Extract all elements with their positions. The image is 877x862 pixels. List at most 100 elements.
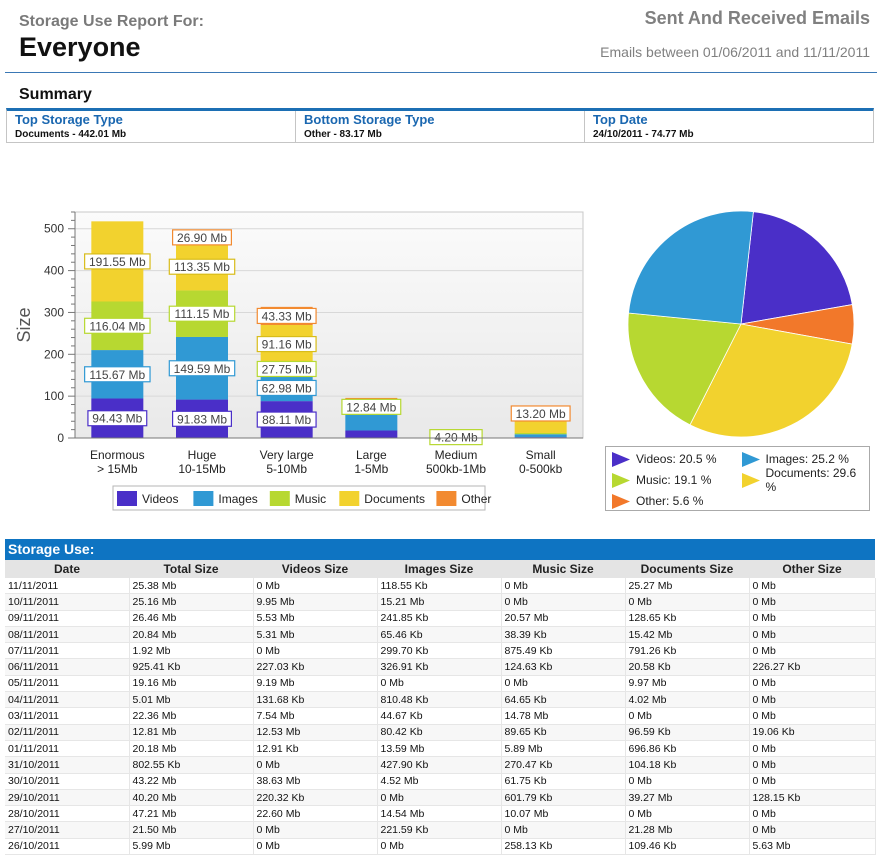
table-cell: 05/11/2011 — [5, 675, 130, 693]
summary-value: 24/10/2011 - 74.77 Mb — [593, 129, 694, 140]
x-tick-label: Small — [526, 448, 556, 462]
column-header[interactable]: Date — [5, 560, 129, 578]
summary-bottom-storage-type: Bottom Storage Type Other - 83.17 Mb — [296, 111, 585, 142]
pie-legend-item: Videos: 20.5 % — [610, 450, 736, 468]
pie-legend-item: Documents: 29.6 % — [740, 466, 866, 494]
table-cell: 0 Mb — [253, 838, 378, 856]
data-label-box — [429, 429, 483, 446]
bar-segment-other — [345, 397, 398, 400]
table-cell: 0 Mb — [501, 821, 626, 839]
table-cell: 43.22 Mb — [129, 773, 254, 790]
table-cell: 0 Mb — [749, 642, 876, 660]
pie-slice-documents — [689, 323, 853, 438]
pie-legend-label: Documents: 29.6 % — [765, 466, 857, 494]
x-tick-label: 1-5Mb — [354, 462, 388, 476]
table-cell: 9.95 Mb — [253, 593, 378, 611]
y-tick-label: 400 — [44, 264, 64, 278]
table-cell: 326.91 Kb — [377, 658, 502, 676]
table-cell: 44.67 Kb — [377, 707, 502, 725]
data-label-box — [168, 305, 236, 322]
storage-use-title: Storage Use: — [5, 539, 875, 560]
table-cell: 01/11/2011 — [5, 740, 130, 758]
column-header[interactable]: Documents Size — [625, 560, 749, 578]
summary-value: Other - 83.17 Mb — [304, 129, 382, 140]
table-row: 28/10/2011 47.21 Mb 22.60 Mb 14.54 Mb 10.07 … — [5, 805, 876, 823]
x-tick-label: 5-10Mb — [266, 462, 307, 476]
pie-legend-swatch-shape — [741, 451, 760, 467]
column-header[interactable]: Other Size — [749, 560, 875, 578]
data-label-box — [256, 411, 317, 428]
pie-legend-item: Other: 5.6 % — [610, 492, 736, 510]
table-cell: 9.19 Mb — [253, 675, 378, 693]
table-cell: 06/11/2011 — [5, 658, 130, 676]
table-cell: 427.90 Kb — [377, 756, 502, 774]
table-cell: 7.54 Mb — [253, 707, 378, 725]
data-label-box — [341, 398, 402, 415]
column-header[interactable]: Videos Size — [253, 560, 377, 578]
table-cell: 0 Mb — [501, 675, 626, 693]
table-cell: 601.79 Kb — [501, 789, 626, 807]
table-cell: 10/11/2011 — [5, 593, 130, 611]
table-cell: 64.65 Kb — [501, 691, 626, 709]
x-tick-label: > 15Mb — [97, 462, 138, 476]
table-cell: 20.84 Mb — [129, 626, 254, 644]
column-header[interactable]: Music Size — [501, 560, 625, 578]
table-cell: 61.75 Kb — [501, 773, 626, 790]
data-label: 116.04 Mb — [89, 319, 145, 333]
column-header[interactable]: Images Size — [377, 560, 501, 578]
table-cell: 12.91 Kb — [253, 740, 378, 758]
table-row: 01/11/2011 20.18 Mb 12.91 Kb 13.59 Mb 5.89 M… — [5, 740, 876, 758]
table-header-row: Date Total Size Videos Size Images Size Musi… — [5, 560, 875, 578]
table-cell: 270.47 Kb — [501, 756, 626, 774]
table-row: 08/11/2011 20.84 Mb 5.31 Mb 65.46 Kb 38.39 K… — [5, 626, 876, 644]
table-cell: 15.42 Mb — [625, 626, 750, 644]
column-header[interactable]: Total Size — [129, 560, 253, 578]
table-cell: 220.32 Kb — [253, 789, 378, 807]
data-label: 191.55 Mb — [89, 255, 146, 269]
pie-legend-label: Other: 5.6 % — [636, 494, 704, 508]
data-label-box — [256, 335, 317, 353]
y-tick-label: 200 — [44, 347, 64, 361]
table-row: 02/11/2011 12.81 Mb 12.53 Mb 80.42 Kb 89.65 … — [5, 724, 876, 741]
data-label-box — [256, 379, 317, 397]
summary-top-storage-type: Top Storage Type Documents - 442.01 Mb — [7, 111, 296, 142]
legend-label: Other — [461, 492, 491, 506]
table-cell: 0 Mb — [253, 821, 378, 839]
y-tick-label: 100 — [44, 389, 64, 403]
table-cell: 5.31 Mb — [253, 626, 378, 644]
table-cell: 226.27 Kb — [749, 658, 876, 676]
table-cell: 30/10/2011 — [5, 773, 130, 790]
table-cell: 22.60 Mb — [253, 805, 378, 823]
table-cell: 875.49 Kb — [501, 642, 626, 660]
summary-label: Bottom Storage Type — [304, 112, 435, 127]
table-cell: 38.63 Mb — [253, 773, 378, 790]
table-cell: 89.65 Kb — [501, 724, 626, 741]
pie-legend-item: Images: 25.2 % — [740, 450, 866, 468]
x-tick-label: 0-500kb — [519, 462, 563, 476]
y-tick-label: 0 — [57, 431, 64, 445]
table-cell: 0 Mb — [749, 691, 876, 709]
table-cell: 20.57 Mb — [501, 610, 626, 627]
table-cell: 0 Mb — [377, 675, 502, 693]
table-cell: 31/10/2011 — [5, 756, 130, 774]
legend-swatch-documents — [339, 491, 360, 506]
table-cell: 25.27 Mb — [625, 578, 750, 595]
table-cell: 14.54 Mb — [377, 805, 502, 823]
table-cell: 26.46 Mb — [129, 610, 254, 627]
table-cell: 19.06 Kb — [749, 724, 876, 741]
table-cell: 299.70 Kb — [377, 642, 502, 660]
table-cell: 5.01 Mb — [129, 691, 254, 709]
table-cell: 08/11/2011 — [5, 626, 130, 644]
table-cell: 258.13 Kb — [501, 838, 626, 856]
report-date-range: Emails between 01/06/2011 and 11/11/2011 — [600, 44, 870, 60]
table-cell: 04/11/2011 — [5, 691, 130, 709]
table-cell: 118.55 Kb — [377, 578, 502, 595]
data-label: 149.59 Mb — [174, 362, 231, 376]
table-row: 31/10/2011 802.55 Kb 0 Mb 427.90 Kb 270.47 K… — [5, 756, 876, 774]
data-label: 62.98 Mb — [262, 381, 312, 395]
table-row: 11/11/2011 25.38 Mb 0 Mb 118.55 Kb 0 Mb 25.27… — [5, 578, 876, 595]
data-label-box — [172, 410, 233, 427]
table-cell: 0 Mb — [749, 593, 876, 611]
pie-slice-images — [628, 210, 754, 325]
summary-label: Top Date — [593, 112, 648, 127]
